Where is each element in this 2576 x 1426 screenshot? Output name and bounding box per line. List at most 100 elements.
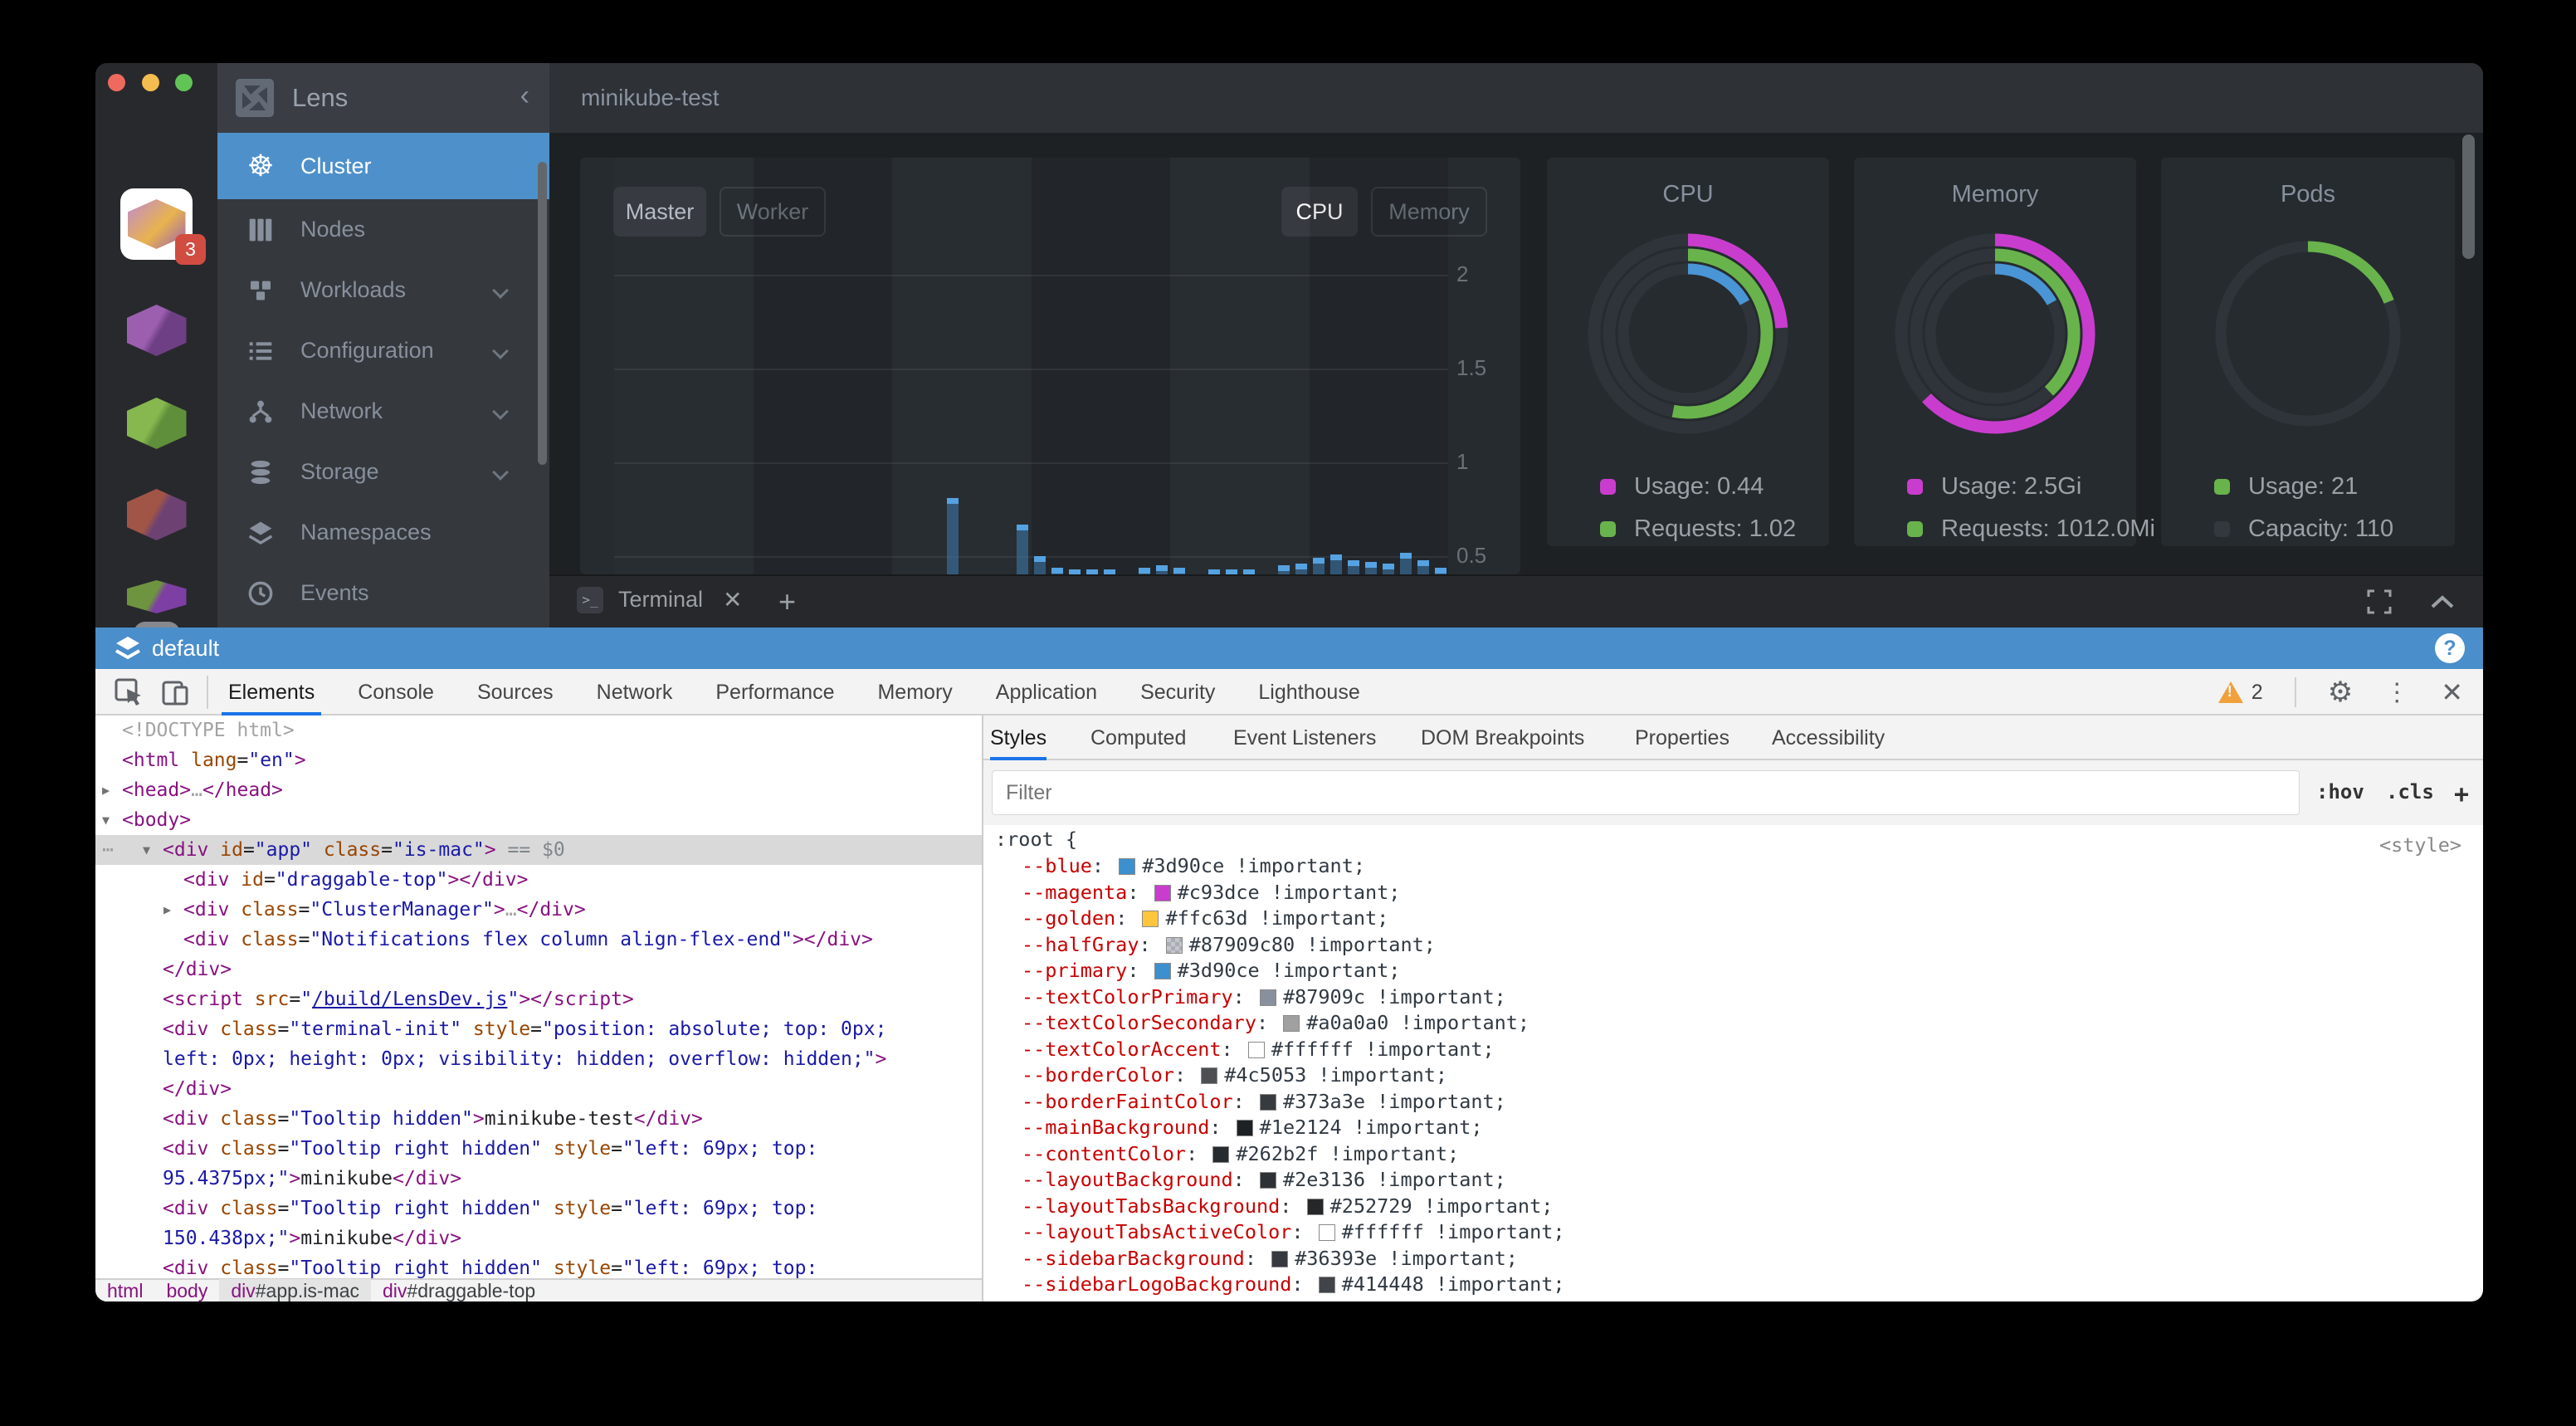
dock-collapse-chevron-icon[interactable] [2430, 594, 2455, 609]
dom-tree-row[interactable]: <html lang="en"> [122, 750, 306, 771]
dom-tree-row[interactable]: 150.438px;">minikube</div> [163, 1228, 462, 1249]
sidebar-item-configuration[interactable]: Configuration [217, 320, 549, 381]
new-style-rule-button[interactable]: + [2454, 780, 2470, 809]
device-toolbar-icon[interactable] [160, 677, 190, 707]
color-swatch[interactable] [1247, 1041, 1265, 1058]
color-swatch[interactable] [1306, 1198, 1324, 1215]
window-close-button[interactable] [108, 74, 125, 91]
dom-tree-row[interactable]: 95.4375px;">minikube</div> [163, 1168, 462, 1189]
color-swatch[interactable] [1271, 1250, 1289, 1267]
main-scrollbar[interactable] [2462, 134, 2475, 259]
cluster-item-4[interactable] [95, 489, 217, 540]
dom-tree-row[interactable]: <div class="terminal-init" style="positi… [163, 1018, 887, 1040]
dom-tree-row[interactable]: ⋯ ▼ <div id="app" class="is-mac"> == $0 [95, 835, 982, 865]
breadcrumb-item[interactable]: html [107, 1279, 144, 1301]
pseudo-state-toggle[interactable]: :hov [2316, 780, 2364, 803]
chevron-down-icon[interactable] [492, 343, 509, 359]
devtools-tab-lighthouse[interactable]: Lighthouse [1258, 680, 1360, 704]
breadcrumb-item[interactable]: div #app.is-mac [219, 1279, 372, 1301]
devtools-tab-security[interactable]: Security [1140, 680, 1216, 704]
devtools-settings-gear-icon[interactable]: ⚙ [2327, 676, 2354, 708]
color-swatch[interactable] [1259, 989, 1276, 1006]
dom-tree-row[interactable]: </div> [163, 1078, 232, 1100]
window-zoom-button[interactable] [175, 74, 193, 91]
devtools-tab-elements[interactable]: Elements [221, 669, 322, 715]
inspect-element-icon[interactable] [114, 677, 144, 707]
style-source-tag[interactable]: <style> [2378, 833, 2461, 857]
color-swatch[interactable] [1154, 963, 1171, 979]
tab-master[interactable]: Master [613, 187, 706, 237]
styles-tab-properties[interactable]: Properties [1635, 725, 1730, 750]
chevron-down-icon[interactable] [492, 282, 509, 299]
expand-arrow-icon[interactable]: ▼ [102, 813, 110, 828]
dom-tree-row[interactable]: left: 0px; height: 0px; visibility: hidd… [163, 1048, 887, 1070]
cluster-item-5[interactable] [95, 580, 217, 613]
breadcrumb-item[interactable]: div #draggable-top [383, 1279, 536, 1301]
sidebar-item-network[interactable]: Network [217, 381, 549, 442]
sidebar-item-namespaces[interactable]: Namespaces [217, 502, 549, 563]
expand-arrow-icon[interactable]: ▼ [143, 842, 151, 857]
dock-fullscreen-icon[interactable] [2367, 589, 2392, 614]
dom-tree-row[interactable]: </div> [163, 959, 232, 980]
tab-memory[interactable]: Memory [1371, 187, 1487, 237]
window-minimize-button[interactable] [142, 74, 159, 91]
terminal-close-icon[interactable]: ✕ [723, 587, 743, 613]
sidebar-item-events[interactable]: Events [217, 563, 549, 623]
color-swatch[interactable] [1142, 911, 1159, 927]
color-swatch[interactable] [1165, 936, 1183, 954]
dom-tree-row[interactable]: <div class="Tooltip right hidden" style=… [163, 1198, 818, 1219]
styles-tab-dom-breakpoints[interactable]: DOM Breakpoints [1421, 725, 1585, 750]
sidebar-item-workloads[interactable]: Workloads [217, 260, 549, 320]
devtools-tab-performance[interactable]: Performance [715, 680, 835, 704]
color-swatch[interactable] [1201, 1067, 1218, 1084]
namespace-bar[interactable]: default ? [95, 628, 2483, 669]
styles-tab-computed[interactable]: Computed [1090, 725, 1187, 750]
new-terminal-button[interactable]: + [778, 584, 797, 618]
styles-tab-accessibility[interactable]: Accessibility [1772, 725, 1886, 750]
console-warnings-badge[interactable]: 2 [2217, 681, 2263, 705]
dom-tree-row[interactable]: ▶ <div class="ClusterManager">…</div> [95, 895, 982, 925]
dom-tree-row[interactable]: <div class="Tooltip right hidden" style=… [163, 1258, 818, 1278]
dom-tree-row[interactable]: ▶ <head>…</head> [95, 775, 982, 805]
dom-tree-row[interactable]: <script src="/build/LensDev.js"></script… [163, 989, 634, 1010]
dom-tree-row[interactable]: <div class="Tooltip hidden">minikube-tes… [163, 1108, 703, 1130]
cluster-item-2[interactable] [95, 305, 217, 356]
cluster-item-active[interactable] [120, 188, 193, 260]
chevron-down-icon[interactable] [492, 464, 509, 481]
color-swatch[interactable] [1259, 1093, 1276, 1111]
devtools-menu-dots-icon[interactable]: ⋮ [2384, 678, 2410, 706]
devtools-tab-memory[interactable]: Memory [877, 680, 953, 704]
color-swatch[interactable] [1318, 1277, 1335, 1293]
color-swatch[interactable] [1236, 1120, 1253, 1136]
dom-tree-row[interactable]: <div id="draggable-top"></div> [183, 869, 529, 891]
help-icon[interactable]: ? [2435, 633, 2465, 663]
terminal-tab[interactable]: >_ Terminal ✕ [577, 586, 743, 613]
styles-tab-event-listeners[interactable]: Event Listeners [1233, 725, 1377, 750]
color-swatch[interactable] [1119, 858, 1136, 875]
devtools-tab-application[interactable]: Application [995, 680, 1098, 704]
sidebar-scrollbar[interactable] [538, 162, 547, 465]
tab-cpu[interactable]: CPU [1281, 187, 1358, 237]
tab-worker[interactable]: Worker [720, 187, 826, 237]
chevron-down-icon[interactable] [492, 403, 509, 420]
dom-tree-row[interactable]: ▼ <body> [95, 805, 982, 835]
dom-tree-row[interactable]: <div class="Tooltip right hidden" style=… [163, 1138, 818, 1160]
styles-tab-styles[interactable]: Styles [990, 715, 1047, 760]
sidebar-item-nodes[interactable]: Nodes [217, 199, 549, 260]
devtools-close-icon[interactable]: ✕ [2441, 677, 2463, 707]
dom-tree-row[interactable]: <!DOCTYPE html> [122, 720, 295, 741]
color-swatch[interactable] [1154, 884, 1171, 901]
sidebar-collapse-icon[interactable]: ‹ [520, 80, 529, 111]
cluster-item-3[interactable] [95, 398, 217, 449]
styles-filter-input[interactable] [992, 770, 2300, 815]
dom-tree-row[interactable]: <div class="Notifications flex column al… [183, 929, 873, 950]
color-swatch[interactable] [1212, 1145, 1230, 1163]
devtools-tab-console[interactable]: Console [358, 680, 434, 704]
color-swatch[interactable] [1259, 1172, 1276, 1189]
class-toggle[interactable]: .cls [2386, 780, 2434, 803]
sidebar-item-cluster[interactable]: ☸ Cluster [217, 133, 549, 199]
expand-arrow-icon[interactable]: ▶ [102, 783, 110, 798]
devtools-tab-network[interactable]: Network [596, 680, 673, 704]
color-swatch[interactable] [1318, 1224, 1335, 1241]
expand-arrow-icon[interactable]: ▶ [163, 902, 172, 917]
